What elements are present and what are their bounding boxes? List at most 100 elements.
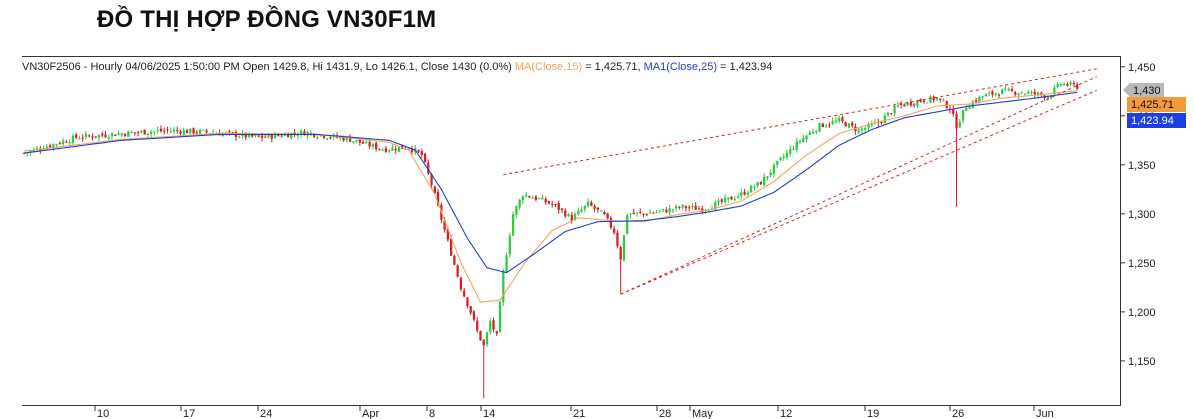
candle-body-down [828, 124, 831, 126]
candle-body-up [746, 192, 749, 195]
candle-body-up [150, 131, 153, 134]
candle-body-up [140, 130, 143, 133]
candle-body-down [564, 210, 567, 217]
candle-body-down [479, 330, 482, 341]
candle-body-up [795, 141, 798, 150]
candle-body-down [697, 208, 701, 210]
candle-body-down [104, 134, 107, 138]
candle-body-down [688, 207, 691, 209]
candle-body-up [339, 137, 342, 139]
candle-body-up [573, 214, 577, 221]
candle-body-up [352, 140, 355, 143]
candle-body-down [436, 191, 440, 206]
candle-body-down [244, 132, 247, 138]
candle-body-down [303, 131, 306, 136]
candle-body-down [280, 135, 283, 137]
candle-body-up [867, 123, 870, 128]
time-tick-label: 21 [573, 408, 585, 419]
candle-body-down [39, 149, 42, 151]
candle-body-down [652, 212, 655, 214]
candle-body-down [123, 133, 127, 136]
candle-body-up [779, 157, 782, 161]
candle-body-down [1066, 83, 1069, 86]
candle-body-down [554, 204, 557, 206]
candle-body-down [495, 331, 498, 334]
candle-body-down [730, 196, 733, 200]
candle-body-up [32, 149, 35, 152]
candle-body-down [166, 129, 169, 131]
candle-body-up [97, 134, 101, 138]
candle-body-down [593, 205, 596, 209]
candle-body-down [286, 134, 290, 138]
candle-body-up [531, 197, 534, 199]
candle-body-up [766, 176, 769, 178]
price-tick-label: 1,450 [1128, 62, 1156, 74]
candle-body-down [909, 102, 913, 106]
candle-body-up [802, 137, 805, 142]
candle-body-up [1062, 83, 1066, 86]
candle-body-down [694, 205, 697, 210]
candle-body-up [987, 92, 991, 94]
candle-body-down [476, 320, 479, 331]
candle-body-up [733, 198, 736, 200]
candle-body-down [482, 339, 485, 346]
candle-body-down [469, 306, 472, 313]
candle-body-up [489, 321, 492, 332]
candle-body-up [749, 186, 753, 193]
ma-lines-group [23, 90, 1078, 303]
candle-body-up [958, 121, 961, 128]
candle-body-up [345, 137, 348, 141]
candle-body-up [834, 120, 838, 122]
candle-body-down [179, 131, 182, 134]
candle-body-down [329, 137, 332, 139]
candle-body-down [143, 129, 146, 135]
candle-body-down [91, 136, 94, 138]
candle-body-up [577, 210, 580, 215]
candle-body-up [84, 134, 88, 138]
candle-body-up [538, 198, 541, 200]
price-tick-label: 1,350 [1128, 160, 1156, 172]
candle-body-up [648, 212, 652, 214]
candle-body-down [701, 208, 704, 212]
candle-body-up [1069, 82, 1072, 85]
candle-body-up [397, 147, 401, 152]
candle-body-up [857, 129, 860, 133]
candle-body-down [945, 101, 948, 109]
candle-body-up [172, 129, 176, 132]
candle-body-down [423, 153, 427, 163]
candle-body-down [322, 135, 326, 138]
candle-body-up [792, 148, 795, 150]
candle-body-down [264, 136, 267, 138]
candle-body-down [1014, 92, 1017, 95]
time-tick-label: 28 [659, 408, 671, 419]
candle-body-up [756, 182, 759, 186]
candle-body-up [896, 105, 899, 107]
candle-body-up [691, 205, 694, 207]
candle-body-down [417, 149, 420, 152]
candle-body-up [502, 270, 505, 303]
candle-body-down [163, 130, 166, 132]
candle-body-up [785, 152, 789, 158]
candle-body-up [668, 208, 671, 213]
candle-body-up [782, 156, 785, 159]
ma25-value-label: 1,423.94 [1131, 115, 1174, 127]
candle-body-up [769, 172, 772, 176]
candle-body-down [678, 206, 681, 208]
candle-body-up [202, 129, 205, 131]
candle-body-down [133, 132, 137, 134]
candle-body-up [326, 138, 329, 140]
time-tick-label: 24 [260, 408, 272, 419]
candle-body-down [645, 214, 648, 216]
candle-body-down [642, 213, 645, 215]
candle-body-up [567, 214, 570, 217]
candle-body-down [410, 148, 414, 152]
candle-body-down [443, 220, 446, 230]
candle-body-up [1023, 93, 1027, 95]
candle-body-up [838, 118, 841, 122]
time-tick-label: 12 [780, 408, 792, 419]
candle-body-up [629, 213, 632, 215]
candle-body-up [130, 132, 133, 134]
candle-body-up [290, 133, 293, 139]
candle-body-down [348, 137, 352, 142]
price-tick-label: 1,250 [1128, 258, 1156, 270]
